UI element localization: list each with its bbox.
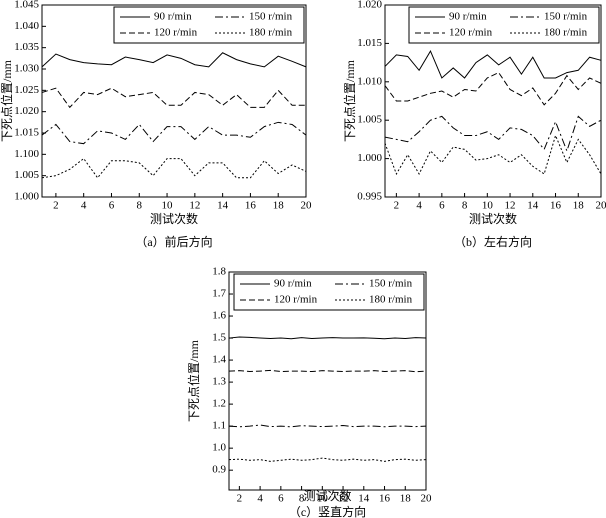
x-tick-label: 10: [162, 200, 174, 212]
legend-box: [233, 273, 425, 311]
data-line: [41, 52, 307, 68]
legend-label: 180 r/min: [369, 294, 413, 306]
y-tick-label: 1.100: [14, 148, 39, 160]
x-tick-label: 14: [527, 200, 539, 212]
y-tick-label: 1.6: [212, 310, 226, 322]
chart: 0.9 1.0 1.1 1.2 1.3 1.4 1.5 1.6 1.7 1.8 2 4 6 8 10 12 14…: [186, 266, 432, 518]
y-tick-label: 1.000: [14, 191, 39, 203]
x-tick-label: 6: [109, 200, 115, 212]
data-line: [228, 369, 427, 373]
x-axis-label: 测试次数: [469, 211, 517, 226]
x-tick-label: 8: [462, 200, 468, 212]
y-tick-label: 1.040: [14, 20, 39, 32]
x-tick-label: 20: [596, 200, 606, 212]
x-tick-label: 6: [278, 493, 284, 505]
legend-label: 90 r/min: [154, 11, 192, 23]
y-tick-label: 1.000: [357, 152, 382, 164]
x-tick-label: 12: [189, 200, 200, 212]
x-tick-label: 4: [257, 493, 263, 505]
y-tick-label: 0.995: [357, 191, 382, 203]
x-tick-label: 16: [550, 200, 562, 212]
caption: （a）前后方向: [135, 234, 212, 249]
data-line: [41, 121, 307, 145]
y-tick-label: 1.045: [14, 0, 39, 11]
caption: （c）竖直方向: [289, 504, 366, 518]
legend-label: 90 r/min: [274, 278, 312, 290]
x-tick-label: 18: [573, 200, 585, 212]
y-tick-label: 1.010: [357, 75, 382, 87]
data-line: [228, 424, 427, 428]
y-tick-label: 1.5: [212, 332, 226, 344]
y-tick-label: 1.035: [14, 41, 39, 53]
x-tick-label: 16: [245, 200, 257, 212]
x-tick-label: 12: [338, 493, 349, 505]
data-line: [228, 336, 427, 340]
data-line: [384, 134, 602, 176]
legend-label: 90 r/min: [449, 11, 487, 23]
data-line: [384, 71, 602, 106]
x-tick-label: 10: [317, 493, 329, 505]
x-tick-label: 6: [439, 200, 445, 212]
x-tick-label: 4: [416, 200, 422, 212]
x-tick-label: 8: [137, 200, 143, 212]
y-tick-label: 1.030: [14, 63, 39, 75]
data-line: [384, 49, 602, 79]
x-axis-label: 测试次数: [303, 488, 351, 503]
x-tick-label: 16: [379, 493, 391, 505]
y-tick-label: 1.0: [212, 442, 226, 454]
y-axis-label: 下死点位置/mm: [342, 59, 357, 142]
y-tick-label: 1.005: [357, 114, 382, 126]
y-tick-label: 1.8: [212, 266, 226, 278]
legend-label: 180 r/min: [249, 27, 293, 39]
x-tick-label: 14: [217, 200, 229, 212]
legend-label: 120 r/min: [274, 294, 318, 306]
legend-label: 120 r/min: [154, 27, 198, 39]
y-tick-label: 1.2: [212, 398, 226, 410]
data-line: [384, 115, 602, 153]
x-axis-label: 测试次数: [150, 211, 198, 226]
y-tick-label: 1.025: [14, 84, 39, 96]
y-tick-label: 1.020: [14, 105, 39, 117]
x-tick-label: 2: [53, 200, 59, 212]
legend-box: [113, 6, 305, 44]
y-axis-label: 下死点位置/mm: [186, 339, 201, 422]
y-tick-label: 1.020: [357, 0, 382, 11]
plot-frame: [384, 4, 602, 198]
y-tick-label: 1.7: [212, 288, 226, 300]
x-tick-label: 8: [299, 493, 305, 505]
x-tick-label: 2: [394, 200, 400, 212]
legend-label: 180 r/min: [544, 27, 588, 39]
chart: 1.000 1.005 1.100 1.015 1.020 1.025 1.030 1.035…: [0, 0, 312, 249]
chart: 0.995 1.000 1.005 1.010 1.015 1.020 2 4 6 8 10 12 14…: [342, 0, 606, 249]
x-tick-label: 10: [482, 200, 494, 212]
x-tick-label: 18: [400, 493, 412, 505]
y-tick-label: 1.015: [357, 37, 382, 49]
plot-frame: [228, 271, 427, 491]
legend-label: 150 r/min: [249, 11, 293, 23]
y-tick-label: 1.015: [14, 127, 39, 139]
data-line: [228, 457, 427, 462]
y-tick-label: 1.005: [14, 169, 39, 181]
y-tick-label: 1.4: [212, 354, 226, 366]
x-tick-label: 2: [237, 493, 243, 505]
x-tick-label: 12: [505, 200, 516, 212]
y-tick-label: 0.9: [212, 464, 226, 476]
x-tick-label: 18: [273, 200, 285, 212]
x-tick-label: 20: [421, 493, 433, 505]
y-tick-label: 1.1: [212, 420, 226, 432]
caption: （b）左右方向: [454, 234, 532, 249]
x-tick-label: 14: [358, 493, 370, 505]
legend-label: 150 r/min: [544, 11, 588, 23]
data-line: [41, 157, 307, 179]
legend-box: [408, 6, 600, 44]
y-tick-label: 1.3: [212, 376, 226, 388]
y-axis-label: 下死点位置/mm: [0, 59, 14, 142]
x-tick-label: 20: [301, 200, 313, 212]
legend-label: 120 r/min: [449, 27, 493, 39]
x-tick-label: 4: [81, 200, 87, 212]
legend-label: 150 r/min: [369, 278, 413, 290]
data-line: [41, 87, 306, 109]
plot-frame: [41, 4, 307, 198]
